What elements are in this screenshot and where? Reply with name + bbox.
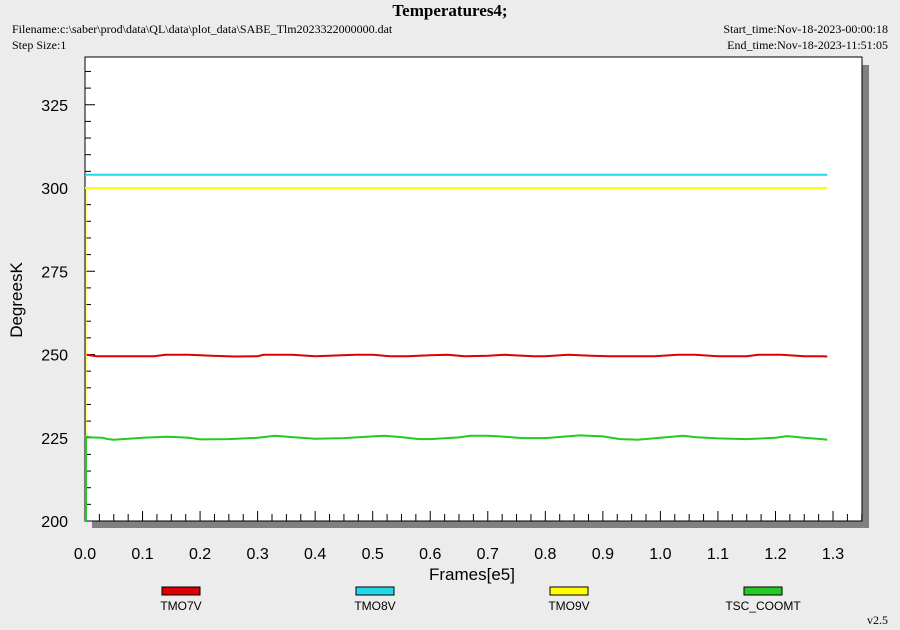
y-axis-title: DegreesK	[7, 262, 26, 338]
chart-title: Temperatures4;	[392, 1, 508, 20]
x-tick-label: 0.4	[304, 546, 326, 563]
legend: TMO7V TMO8V TMO9V TSC_COOMT	[160, 586, 801, 613]
legend-swatch	[743, 586, 783, 596]
end-time-label: End_time:Nov-18-2023-11:51:05	[727, 38, 888, 52]
series-lines	[84, 173, 828, 521]
version-label: v2.5	[867, 613, 888, 627]
x-tick-label: 0.1	[131, 546, 153, 563]
plot-area	[84, 56, 863, 522]
x-tick-label: 0.2	[189, 546, 211, 563]
x-tick-label: 0.7	[477, 546, 499, 563]
x-tick-label: 0.6	[419, 546, 441, 563]
x-tick-label: 1.1	[707, 546, 729, 563]
step-size-label: Step Size:1	[12, 38, 67, 52]
y-tick-label: 200	[41, 514, 68, 531]
x-tick-label: 0.9	[592, 546, 614, 563]
x-tick-label: 0.5	[362, 546, 384, 563]
y-tick-label: 225	[41, 431, 68, 448]
legend-label: TMO8V	[354, 599, 395, 613]
filename-label: Filename:c:\saber\prod\data\QL\data\plot…	[12, 22, 393, 36]
y-tick-label: 250	[41, 348, 68, 365]
start-time-label: Start_time:Nov-18-2023-00:00:18	[723, 22, 888, 36]
legend-swatch	[355, 586, 395, 596]
series-line-tmo7v	[84, 353, 828, 358]
legend-label: TMO7V	[160, 599, 201, 613]
x-tick-label: 1.3	[822, 546, 844, 563]
y-tick-label: 275	[41, 264, 68, 281]
legend-label: TMO9V	[548, 599, 589, 613]
x-tick-label: 0.0	[74, 546, 96, 563]
x-tick-label: 1.2	[764, 546, 786, 563]
legend-label: TSC_COOMT	[725, 599, 801, 613]
y-tick-label: 325	[41, 98, 68, 115]
tick-labels: 200 225 250 275 300 325 0.0 0.1 0.2 0.3 0.4 0.5 0.6 0…	[41, 98, 844, 563]
series-line-tsc_coomt	[84, 434, 828, 441]
legend-swatch	[161, 586, 201, 596]
x-tick-label: 0.8	[534, 546, 556, 563]
x-tick-label: 0.3	[246, 546, 268, 563]
legend-swatch	[549, 586, 589, 596]
y-tick-label: 300	[41, 181, 68, 198]
x-tick-label: 1.0	[649, 546, 671, 563]
x-axis-title: Frames[e5]	[429, 565, 515, 584]
